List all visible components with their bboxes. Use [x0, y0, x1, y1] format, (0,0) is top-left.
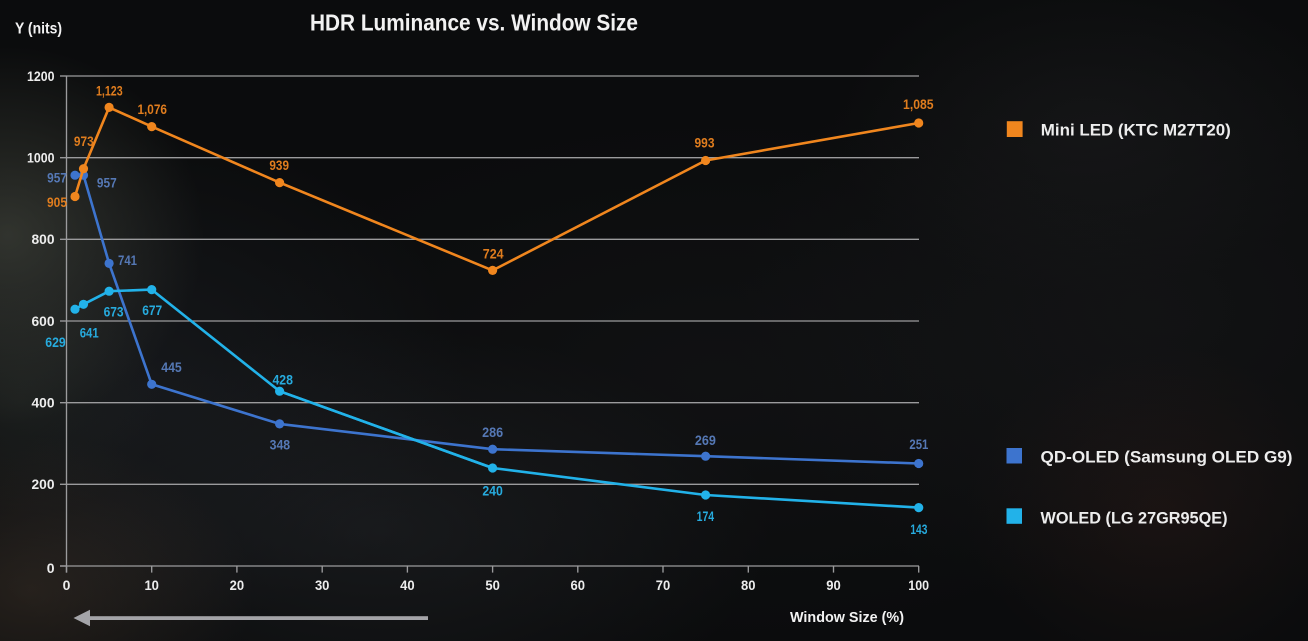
svg-text:677: 677: [142, 302, 162, 318]
svg-text:973: 973: [74, 133, 94, 149]
svg-text:0: 0: [63, 577, 71, 593]
svg-text:348: 348: [270, 437, 291, 453]
svg-text:400: 400: [32, 395, 55, 411]
svg-text:20: 20: [230, 577, 245, 593]
svg-text:641: 641: [80, 325, 99, 341]
svg-text:QD-OLED (Samsung OLED G9): QD-OLED (Samsung OLED G9): [1041, 447, 1293, 466]
svg-text:240: 240: [482, 483, 503, 499]
svg-text:80: 80: [741, 577, 756, 593]
svg-text:269: 269: [695, 432, 716, 448]
svg-text:1200: 1200: [27, 68, 55, 84]
svg-text:445: 445: [161, 359, 182, 375]
svg-text:50: 50: [485, 577, 500, 593]
svg-text:1,076: 1,076: [137, 101, 167, 117]
svg-text:30: 30: [315, 577, 330, 593]
svg-text:957: 957: [47, 170, 67, 186]
svg-text:10: 10: [144, 577, 159, 593]
svg-text:251: 251: [909, 436, 928, 452]
svg-text:724: 724: [483, 246, 504, 262]
svg-text:939: 939: [269, 157, 289, 173]
svg-text:Mini LED (KTC M27T20): Mini LED (KTC M27T20): [1041, 121, 1231, 140]
svg-text:600: 600: [32, 313, 55, 329]
svg-text:741: 741: [118, 252, 137, 268]
svg-text:1,085: 1,085: [903, 96, 934, 112]
svg-text:200: 200: [32, 476, 55, 492]
svg-text:286: 286: [482, 424, 503, 440]
svg-text:1000: 1000: [27, 150, 55, 166]
svg-text:993: 993: [695, 135, 715, 151]
svg-text:905: 905: [47, 194, 67, 210]
svg-text:143: 143: [910, 521, 927, 537]
svg-text:0: 0: [47, 560, 55, 576]
svg-text:1,123: 1,123: [96, 83, 123, 99]
svg-text:428: 428: [272, 371, 293, 387]
svg-text:90: 90: [826, 577, 841, 593]
svg-text:70: 70: [656, 577, 671, 593]
svg-text:40: 40: [400, 577, 415, 593]
svg-text:800: 800: [32, 231, 55, 247]
svg-text:100: 100: [908, 577, 929, 593]
svg-text:Window Size (%): Window Size (%): [790, 609, 904, 626]
svg-text:Y (nits): Y (nits): [15, 21, 62, 38]
svg-text:174: 174: [697, 508, 715, 524]
svg-text:60: 60: [571, 577, 586, 593]
svg-text:WOLED (LG 27GR95QE): WOLED (LG 27GR95QE): [1041, 508, 1228, 527]
svg-text:673: 673: [104, 304, 124, 320]
svg-text:957: 957: [97, 175, 117, 191]
svg-text:629: 629: [45, 334, 66, 350]
svg-text:HDR Luminance vs. Window Size: HDR Luminance vs. Window Size: [310, 10, 638, 36]
